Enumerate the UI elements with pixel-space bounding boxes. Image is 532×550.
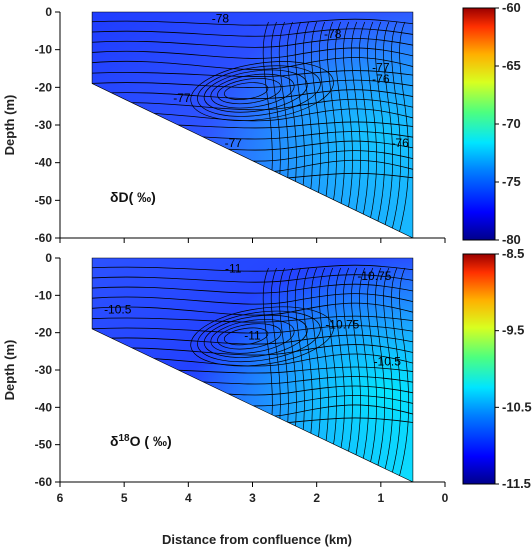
contour-line: [92, 79, 413, 89]
x-tick-label: 0: [442, 491, 449, 505]
contour-line: [370, 267, 385, 482]
colorbar-bar: [462, 7, 496, 241]
x-tick-label: 2: [313, 491, 320, 505]
panel-label: δD( ‰): [110, 189, 156, 205]
y-tick-label: -40: [35, 400, 53, 414]
x-tick-label: 1: [377, 491, 384, 505]
contour-loop: [190, 306, 334, 367]
contour-label: -77: [225, 136, 243, 150]
delta-d-colorbar: -60 -65 -70 -75 -80: [462, 0, 521, 247]
contour-line: [354, 267, 369, 482]
y-tick-label: -60: [35, 475, 53, 489]
contour-loop: [223, 327, 269, 346]
y-tick-label: -20: [35, 80, 53, 94]
contour-line: [346, 21, 361, 238]
contour-line: [346, 267, 361, 482]
panel-label: δ18O ( ‰): [110, 433, 172, 450]
delta-18o-colorbar: -8.5 -9.5 -10.5 -11.5: [462, 246, 532, 491]
contour-loop: [197, 65, 321, 117]
contour-line: [92, 57, 413, 70]
contour-line: [362, 267, 377, 482]
contour-label: -11: [225, 261, 242, 275]
contour-line: [92, 18, 413, 26]
y-tick-label: 0: [45, 5, 52, 19]
contour-label: -78: [212, 12, 230, 26]
contour-line: [92, 70, 413, 77]
colorbar-tick-label: -80: [502, 232, 521, 247]
contour-loop: [210, 73, 295, 109]
contour-label: -76: [372, 72, 390, 86]
contour-label: -11: [244, 329, 261, 343]
contour-line: [354, 21, 369, 238]
contour-loop: [223, 82, 269, 100]
colorbar-tick-label: -75: [502, 174, 521, 189]
contour-line: [92, 37, 413, 48]
contour-field-highlight: [92, 258, 413, 482]
x-tick-label: 6: [57, 491, 64, 505]
x-axis-title: Distance from confluence (km): [162, 532, 352, 547]
contour-line: [394, 267, 410, 482]
x-tick-label: 4: [185, 491, 192, 505]
y-tick-label: -10: [35, 288, 53, 302]
colorbar-tick-label: -60: [502, 0, 521, 15]
contour-loop: [217, 323, 282, 350]
contour-line: [370, 21, 385, 238]
contour-line: [92, 293, 413, 305]
contour-line: [386, 21, 402, 238]
contour-line: [92, 274, 413, 283]
contour-loop: [210, 319, 295, 354]
contour-label: -78: [324, 27, 342, 41]
contour-line: [378, 21, 394, 238]
colorbar-tick-label: -9.5: [502, 323, 524, 338]
contour-label: -10.5: [104, 302, 132, 316]
contour-line: [378, 267, 394, 482]
contour-line: [386, 267, 402, 482]
colorbar-tick-label: -70: [502, 116, 521, 131]
contour-line: [362, 21, 377, 238]
contour-line: [92, 302, 413, 316]
contour-label: -10.75: [325, 317, 359, 331]
y-tick-label: -50: [35, 193, 53, 207]
colorbar-tick-label: -65: [502, 58, 521, 73]
contour-label: -77: [372, 61, 390, 75]
delta-18o-panel: -11 -10.75 -11 -10.75 -10.5 -10.5 0 -10 -20 -30 -4…: [2, 251, 449, 505]
y-tick-label: -50: [35, 438, 53, 452]
y-tick-label: -30: [35, 118, 53, 132]
contour-loop: [217, 78, 282, 105]
contour-loop: [203, 69, 308, 113]
contour-loop: [190, 61, 334, 121]
contour-line: [394, 21, 410, 238]
contour-label: -10.5: [374, 355, 402, 369]
y-tick-label: -60: [35, 231, 53, 245]
contour-label: -77: [173, 91, 191, 105]
colorbar-tick-label: -8.5: [502, 246, 524, 261]
contour-loop: [197, 310, 321, 363]
colorbar-bar: [462, 253, 496, 485]
contour-lines: [92, 264, 413, 482]
y-tick-label: 0: [45, 251, 52, 265]
y-tick-label: -20: [35, 326, 53, 340]
contour-loop: [203, 314, 308, 358]
x-tick-label: 3: [249, 491, 256, 505]
y-axis-title: Depth (m): [2, 340, 17, 401]
colorbar-tick-label: -10.5: [502, 399, 532, 414]
contour-line: [92, 325, 413, 334]
y-tick-label: -10: [35, 43, 53, 57]
y-tick-label: -40: [35, 156, 53, 170]
contour-field-highlight: [92, 12, 413, 238]
y-axis-title: Depth (m): [2, 95, 17, 156]
contour-line: [92, 315, 413, 323]
contour-line: [92, 47, 413, 59]
contour-line: [92, 283, 413, 294]
x-tick-label: 5: [121, 491, 128, 505]
delta-d-panel: -78-78-77-76-77-77 -760-10-20-30-40-50-60…: [2, 5, 446, 245]
contour-line: [92, 264, 413, 272]
colorbar-tick-label: -11.5: [502, 476, 531, 491]
contour-line: [92, 28, 413, 37]
contour-label: -10.75: [357, 269, 391, 283]
contour-label: -76: [391, 136, 409, 150]
y-tick-label: -30: [35, 363, 53, 377]
